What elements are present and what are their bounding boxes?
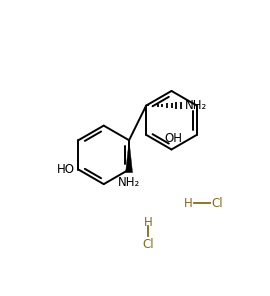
Text: Cl: Cl — [211, 197, 223, 210]
Text: NH₂: NH₂ — [185, 99, 207, 112]
Text: NH₂: NH₂ — [118, 176, 140, 189]
Text: HO: HO — [57, 163, 75, 176]
Text: Cl: Cl — [143, 238, 154, 251]
Text: OH: OH — [164, 132, 182, 145]
Text: H: H — [144, 216, 153, 229]
Polygon shape — [126, 140, 133, 173]
Text: H: H — [184, 197, 193, 210]
